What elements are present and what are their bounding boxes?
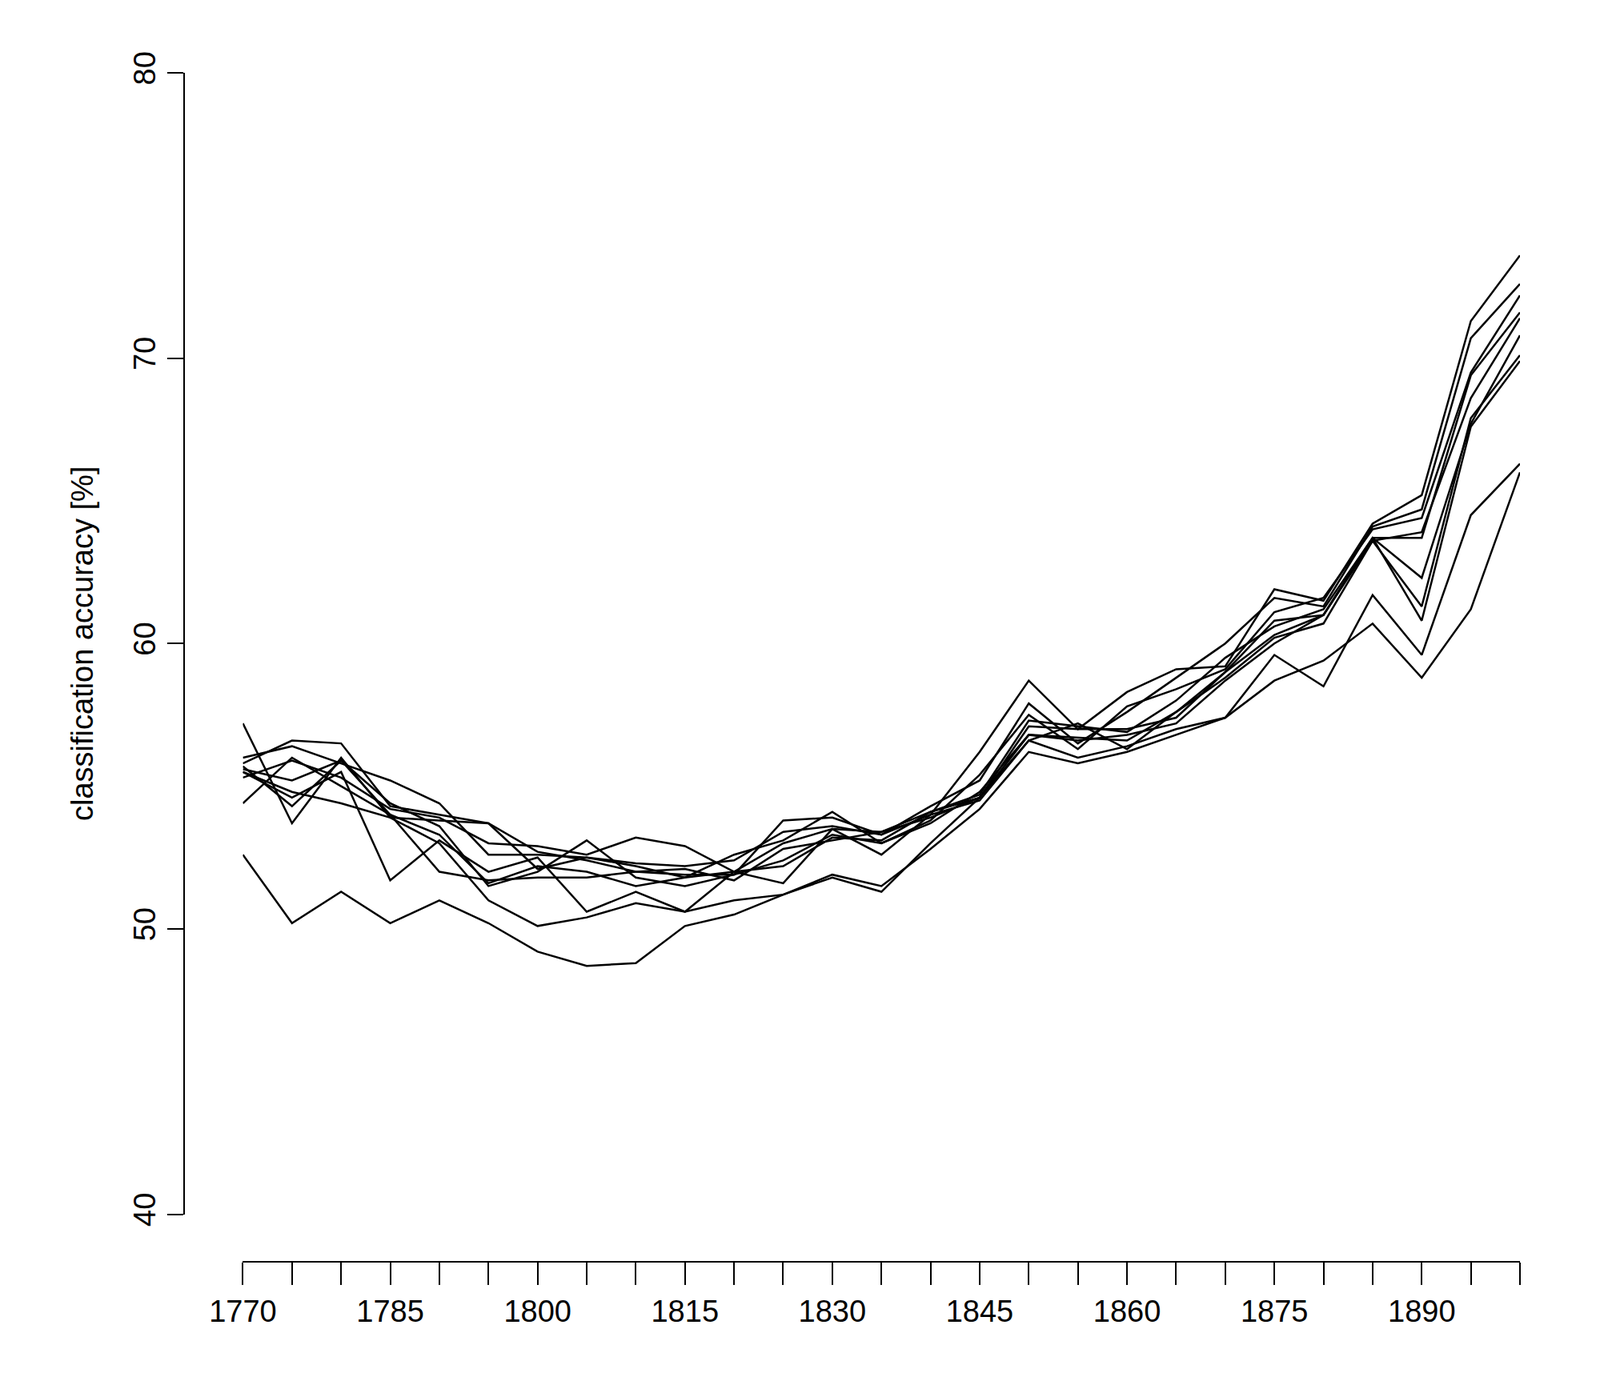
svg-text:1800: 1800 [503, 1295, 572, 1329]
svg-text:70: 70 [128, 336, 162, 371]
svg-text:1830: 1830 [798, 1295, 867, 1329]
svg-text:1890: 1890 [1387, 1295, 1456, 1329]
svg-text:1815: 1815 [650, 1295, 719, 1329]
svg-text:1785: 1785 [356, 1295, 425, 1329]
svg-text:40: 40 [128, 1193, 162, 1228]
svg-text:1845: 1845 [946, 1295, 1015, 1329]
svg-text:60: 60 [128, 621, 162, 656]
svg-text:1770: 1770 [208, 1295, 277, 1329]
svg-text:50: 50 [128, 907, 162, 942]
svg-text:80: 80 [128, 51, 162, 85]
svg-text:classification accuracy [%]: classification accuracy [%] [65, 466, 100, 823]
svg-text:1860: 1860 [1093, 1295, 1162, 1329]
svg-text:1875: 1875 [1240, 1295, 1309, 1329]
